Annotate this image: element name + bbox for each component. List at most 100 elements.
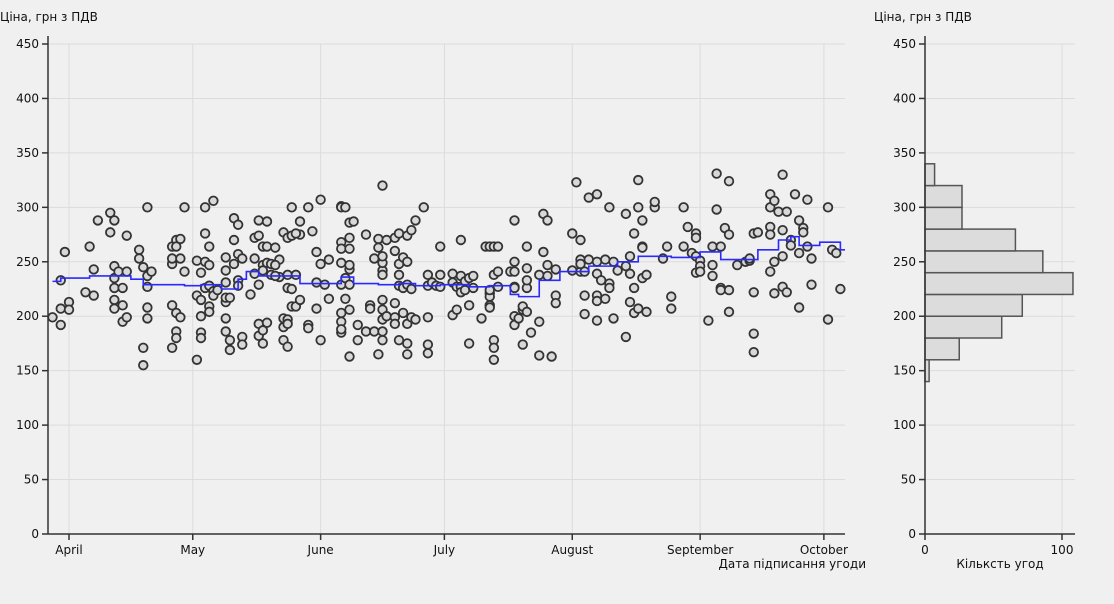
data-point [208,195,219,207]
data-point [282,269,293,281]
y-tick-label: 100 [16,418,39,432]
histogram-bar [924,184,963,209]
data-point [521,241,533,252]
data-point [542,259,553,271]
y-tick-label: 450 [893,37,916,51]
data-point [220,265,231,276]
data-point [418,202,429,213]
data-point [142,313,153,324]
data-point [492,281,504,293]
data-point [678,202,689,213]
data-point [237,339,248,350]
data-point [406,283,417,295]
data-point [476,313,487,324]
data-point [138,262,149,273]
data-point [286,283,297,295]
histogram-bar [924,271,1074,296]
data-point [509,266,520,277]
data-point [422,348,434,359]
data-point [109,282,120,294]
histogram-bar [924,337,960,361]
data-point [509,215,520,226]
data-point [138,342,149,354]
data-point [290,228,302,239]
y-tick-label: 300 [16,200,39,214]
data-point [175,233,186,245]
data-point [711,168,722,179]
data-point [447,268,458,279]
data-point [121,312,132,323]
data-point [579,308,590,320]
data-point [600,293,611,305]
data-point [637,242,648,253]
data-point [835,283,846,295]
data-point [793,247,805,259]
data-point [344,243,355,254]
data-point [117,282,128,294]
data-point [435,281,446,293]
y-tick-label: 250 [893,255,916,269]
data-point [171,332,182,344]
data-point [459,284,471,296]
data-point [509,282,520,294]
data-point [373,242,384,253]
data-point [422,269,434,281]
histogram-bar [924,293,1024,317]
data-point [806,253,817,264]
data-point [773,206,784,217]
data-point [80,287,91,298]
data-point [748,287,759,298]
data-point [682,221,693,233]
data-point [633,174,644,186]
data-point [488,342,500,354]
data-point [253,215,264,226]
data-point [142,281,153,293]
histogram-x-axis-label: Кільксть угод [956,557,1043,571]
x-tick-label: 100 [1051,543,1074,557]
data-point [315,334,326,346]
data-point [769,195,780,207]
data-point [579,290,590,301]
data-point [381,234,392,246]
data-point [270,242,281,253]
data-point [781,206,792,217]
data-point [422,339,434,350]
data-point [92,215,104,226]
data-point [492,266,504,277]
data-point [694,266,706,277]
data-point [55,303,66,314]
data-point [591,295,603,307]
data-point [290,269,302,281]
data-point [435,269,446,281]
data-point [781,287,792,298]
data-point [703,315,714,326]
data-point [484,302,495,313]
data-point [171,241,182,252]
data-point [628,282,640,294]
data-point [666,303,677,314]
data-point [257,325,269,336]
data-point [249,268,260,279]
data-point [336,257,347,269]
data-point [377,334,388,346]
data-point [534,316,545,327]
data-point [377,326,388,337]
data-point [228,234,240,246]
data-point [711,204,722,215]
data-point [666,291,677,302]
data-point [802,194,813,205]
data-point [633,202,644,213]
data-point [732,259,743,271]
data-point [463,300,475,311]
data-point [63,304,75,315]
data-point [567,228,578,239]
data-point [822,314,834,325]
data-point [47,312,58,323]
data-point [789,189,801,200]
data-point [224,334,236,346]
x-tick-label: 0 [921,543,929,557]
data-point [546,351,557,362]
data-point [707,270,718,282]
data-point [315,258,326,270]
data-point [744,253,755,264]
